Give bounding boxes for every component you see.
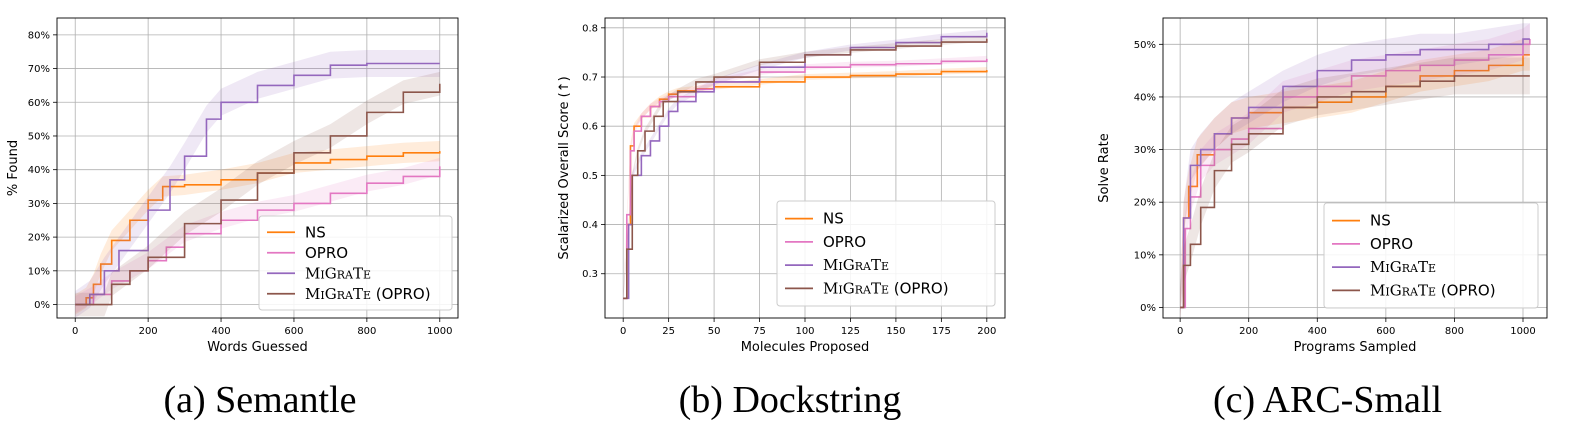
plot-frame [1162, 17, 1548, 319]
x-tick-label: 600 [284, 326, 303, 337]
legend-box [258, 215, 453, 311]
series-line [75, 62, 440, 306]
y-tick-label: 40% [1134, 92, 1156, 103]
y-tick-label: 0.7 [582, 73, 598, 84]
x-tick-label: 0 [72, 326, 78, 337]
y-tick-label: 40% [28, 165, 50, 176]
series-line [1180, 38, 1530, 309]
semantle-caption: (a) Semantle [163, 379, 357, 421]
semantle-chart: 0 200 400 600 800 1000 0% 10% 20% 30% 40% 50% 60% 70%… [6, 17, 459, 355]
legend-label: NS [305, 223, 326, 241]
y-tick-label: 10% [28, 266, 50, 277]
y-tick-label: 30% [28, 199, 50, 210]
x-tick-label: 800 [1445, 326, 1464, 337]
y-tick-label: 0% [1140, 303, 1156, 314]
series-band [75, 141, 440, 315]
legend-label: NS [823, 210, 844, 228]
legend-label: MIGRATE (OPRO) [305, 285, 431, 303]
series-band [1180, 23, 1530, 319]
x-tick-label: 200 [1239, 326, 1258, 337]
x-tick-label: 150 [886, 326, 905, 337]
series-line [623, 38, 988, 300]
x-tick-label: 200 [977, 326, 996, 337]
y-axis-label: % Found [6, 140, 21, 196]
series-band [75, 157, 440, 313]
plot-frame [56, 17, 459, 319]
x-tick-label: 25 [662, 326, 675, 337]
legend-label: MIGRATE [1370, 258, 1436, 276]
x-tick-label: 1000 [1510, 326, 1535, 337]
x-tick-label: 600 [1376, 326, 1395, 337]
x-tick-label: 0 [1177, 326, 1183, 337]
y-tick-label: 80% [28, 30, 50, 41]
x-axis-label: Words Guessed [207, 340, 307, 355]
series-line [75, 166, 441, 306]
legend: NS OPRO MIGRATE MIGRATE (OPRO) [258, 215, 453, 311]
arc-small-caption: (c) ARC-Small [1212, 379, 1443, 421]
legend-label: OPRO [823, 233, 866, 251]
series-band [75, 50, 440, 319]
x-tick-label: 125 [841, 326, 860, 337]
legend: NS OPRO MIGRATE MIGRATE (OPRO) [776, 200, 996, 307]
semantle-panel: 0 200 400 600 800 1000 0% 10% 20% 30% 40% 50% 60% 70%… [0, 0, 520, 435]
y-axis-label: Solve Rate [1097, 133, 1112, 202]
y-tick-label: 10% [1134, 250, 1156, 261]
y-tick-label: 0.3 [582, 269, 598, 280]
arc-small-chart: 0 200 400 600 800 1000 0% 10% 20% 30% 40% 50% Progra… [1097, 17, 1548, 355]
legend-label: OPRO [1370, 235, 1413, 253]
x-tick-label: 1000 [427, 326, 452, 337]
legend-label: MIGRATE [305, 264, 371, 282]
y-tick-label: 70% [28, 64, 50, 75]
dockstring-panel: 0 25 50 75 100 125 150 175 200 0.3 0.4 0.5 0.6 0.7 0.8… [520, 0, 1060, 435]
x-tick-label: 100 [795, 326, 814, 337]
series-line [75, 151, 441, 306]
legend-label: MIGRATE (OPRO) [1370, 281, 1496, 299]
x-tick-label: 50 [708, 326, 721, 337]
x-tick-label: 0 [620, 326, 626, 337]
y-tick-label: 0.4 [582, 220, 598, 231]
y-tick-label: 0% [34, 300, 50, 311]
x-tick-label: 200 [139, 326, 158, 337]
series-band [1180, 23, 1530, 319]
x-axis-label: Programs Sampled [1294, 340, 1417, 355]
y-tick-label: 60% [28, 98, 50, 109]
series-band [75, 71, 440, 317]
arc-small-panel: 0 200 400 600 800 1000 0% 10% 20% 30% 40% 50% Progra… [1060, 0, 1595, 435]
x-tick-label: 75 [753, 326, 766, 337]
legend-label: NS [1370, 212, 1391, 230]
y-tick-label: 30% [1134, 145, 1156, 156]
y-tick-label: 20% [1134, 198, 1156, 209]
x-axis-label: Molecules Proposed [741, 340, 870, 355]
y-tick-label: 50% [28, 131, 50, 142]
dockstring-chart: 0 25 50 75 100 125 150 175 200 0.3 0.4 0.5 0.6 0.7 0.8… [557, 17, 1006, 355]
series-band [1180, 57, 1530, 318]
dockstring-caption: (b) Dockstring [678, 379, 902, 421]
x-tick-label: 175 [932, 326, 951, 337]
y-tick-label: 0.5 [582, 171, 598, 182]
y-axis-label: Scalarized Overall Score (↑) [557, 76, 572, 259]
x-tick-label: 400 [211, 326, 230, 337]
legend-label: MIGRATE (OPRO) [823, 279, 949, 297]
legend: NS OPRO MIGRATE MIGRATE (OPRO) [1323, 202, 1539, 309]
x-tick-label: 800 [357, 326, 376, 337]
y-tick-label: 20% [28, 233, 50, 244]
legend-label: MIGRATE [823, 256, 889, 274]
y-tick-label: 0.6 [582, 122, 598, 133]
legend-box [776, 200, 996, 307]
series-line [1180, 75, 1530, 309]
series-line [75, 83, 441, 306]
y-tick-label: 50% [1134, 40, 1156, 51]
series-band [1180, 39, 1530, 318]
y-tick-label: 0.8 [582, 23, 598, 34]
legend-label: OPRO [305, 244, 348, 262]
x-tick-label: 400 [1308, 326, 1327, 337]
legend-box [1323, 202, 1539, 309]
